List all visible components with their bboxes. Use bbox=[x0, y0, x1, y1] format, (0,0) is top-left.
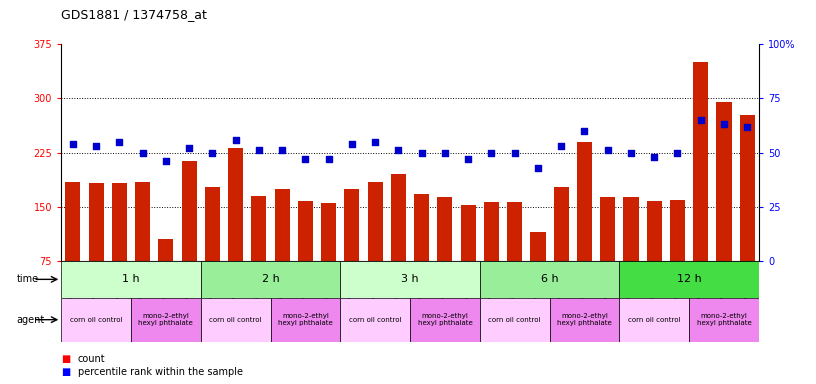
Text: time: time bbox=[16, 274, 38, 285]
Text: count: count bbox=[78, 354, 105, 364]
Text: 3 h: 3 h bbox=[401, 274, 419, 285]
Point bbox=[229, 137, 242, 143]
Bar bbox=[205, 187, 220, 261]
Bar bbox=[274, 189, 290, 261]
Bar bbox=[507, 202, 522, 261]
Point bbox=[252, 147, 265, 154]
Bar bbox=[181, 161, 197, 261]
Bar bbox=[480, 261, 619, 298]
Text: mono-2-ethyl
hexyl phthalate: mono-2-ethyl hexyl phthalate bbox=[278, 313, 333, 326]
Point bbox=[671, 149, 684, 156]
Text: corn oil control: corn oil control bbox=[349, 317, 401, 323]
Point bbox=[369, 139, 382, 145]
Bar bbox=[739, 115, 755, 261]
Text: mono-2-ethyl
hexyl phthalate: mono-2-ethyl hexyl phthalate bbox=[418, 313, 472, 326]
Bar bbox=[553, 187, 569, 261]
Point bbox=[508, 149, 521, 156]
Point bbox=[624, 149, 637, 156]
Point bbox=[485, 149, 498, 156]
Point bbox=[392, 147, 405, 154]
Point bbox=[159, 158, 172, 164]
Bar bbox=[619, 261, 759, 298]
Bar bbox=[270, 298, 340, 342]
Text: agent: agent bbox=[16, 314, 45, 325]
Bar bbox=[135, 182, 150, 261]
Bar bbox=[693, 62, 708, 261]
Bar bbox=[158, 240, 174, 261]
Text: 2 h: 2 h bbox=[262, 274, 279, 285]
Point bbox=[438, 149, 451, 156]
Point bbox=[694, 117, 707, 123]
Point bbox=[299, 156, 312, 162]
Point bbox=[90, 143, 103, 149]
Bar bbox=[391, 174, 406, 261]
Point bbox=[531, 165, 544, 171]
Bar bbox=[549, 298, 619, 342]
Point bbox=[462, 156, 475, 162]
Bar bbox=[530, 232, 546, 261]
Bar bbox=[344, 189, 360, 261]
Bar bbox=[460, 205, 476, 261]
Point bbox=[415, 149, 428, 156]
Bar bbox=[228, 147, 243, 261]
Text: corn oil control: corn oil control bbox=[210, 317, 262, 323]
Bar bbox=[61, 261, 201, 298]
Point bbox=[66, 141, 79, 147]
Point bbox=[648, 154, 661, 160]
Bar bbox=[201, 261, 340, 298]
Bar bbox=[623, 197, 639, 261]
Text: corn oil control: corn oil control bbox=[489, 317, 541, 323]
Bar bbox=[340, 298, 410, 342]
Bar bbox=[689, 298, 759, 342]
Text: percentile rank within the sample: percentile rank within the sample bbox=[78, 367, 242, 377]
Bar bbox=[321, 202, 336, 261]
Text: mono-2-ethyl
hexyl phthalate: mono-2-ethyl hexyl phthalate bbox=[139, 313, 193, 326]
Text: GDS1881 / 1374758_at: GDS1881 / 1374758_at bbox=[61, 8, 207, 21]
Bar bbox=[646, 201, 662, 261]
Bar bbox=[298, 201, 313, 261]
Text: corn oil control: corn oil control bbox=[70, 317, 122, 323]
Bar bbox=[131, 298, 201, 342]
Bar bbox=[484, 202, 499, 261]
Point bbox=[276, 147, 289, 154]
Point bbox=[741, 124, 754, 130]
Bar bbox=[201, 298, 270, 342]
Bar bbox=[414, 194, 429, 261]
Point bbox=[345, 141, 358, 147]
Point bbox=[578, 128, 591, 134]
Point bbox=[113, 139, 126, 145]
Bar bbox=[480, 298, 549, 342]
Bar bbox=[367, 182, 383, 261]
Point bbox=[206, 149, 219, 156]
Point bbox=[555, 143, 568, 149]
Bar bbox=[340, 261, 480, 298]
Bar bbox=[716, 102, 732, 261]
Point bbox=[322, 156, 335, 162]
Text: 12 h: 12 h bbox=[676, 274, 702, 285]
Bar bbox=[437, 197, 453, 261]
Point bbox=[601, 147, 614, 154]
Bar bbox=[61, 298, 131, 342]
Bar bbox=[410, 298, 480, 342]
Bar bbox=[251, 196, 267, 261]
Point bbox=[183, 145, 196, 151]
Text: mono-2-ethyl
hexyl phthalate: mono-2-ethyl hexyl phthalate bbox=[697, 313, 752, 326]
Bar bbox=[65, 182, 81, 261]
Text: mono-2-ethyl
hexyl phthalate: mono-2-ethyl hexyl phthalate bbox=[557, 313, 612, 326]
Bar bbox=[619, 298, 689, 342]
Point bbox=[717, 121, 730, 127]
Bar bbox=[112, 183, 127, 261]
Text: corn oil control: corn oil control bbox=[628, 317, 681, 323]
Text: 6 h: 6 h bbox=[541, 274, 558, 285]
Text: ■: ■ bbox=[61, 367, 70, 377]
Text: ■: ■ bbox=[61, 354, 70, 364]
Bar bbox=[577, 142, 592, 261]
Bar bbox=[600, 197, 615, 261]
Text: 1 h: 1 h bbox=[122, 274, 140, 285]
Bar bbox=[670, 200, 685, 261]
Bar bbox=[88, 183, 104, 261]
Point bbox=[136, 149, 149, 156]
